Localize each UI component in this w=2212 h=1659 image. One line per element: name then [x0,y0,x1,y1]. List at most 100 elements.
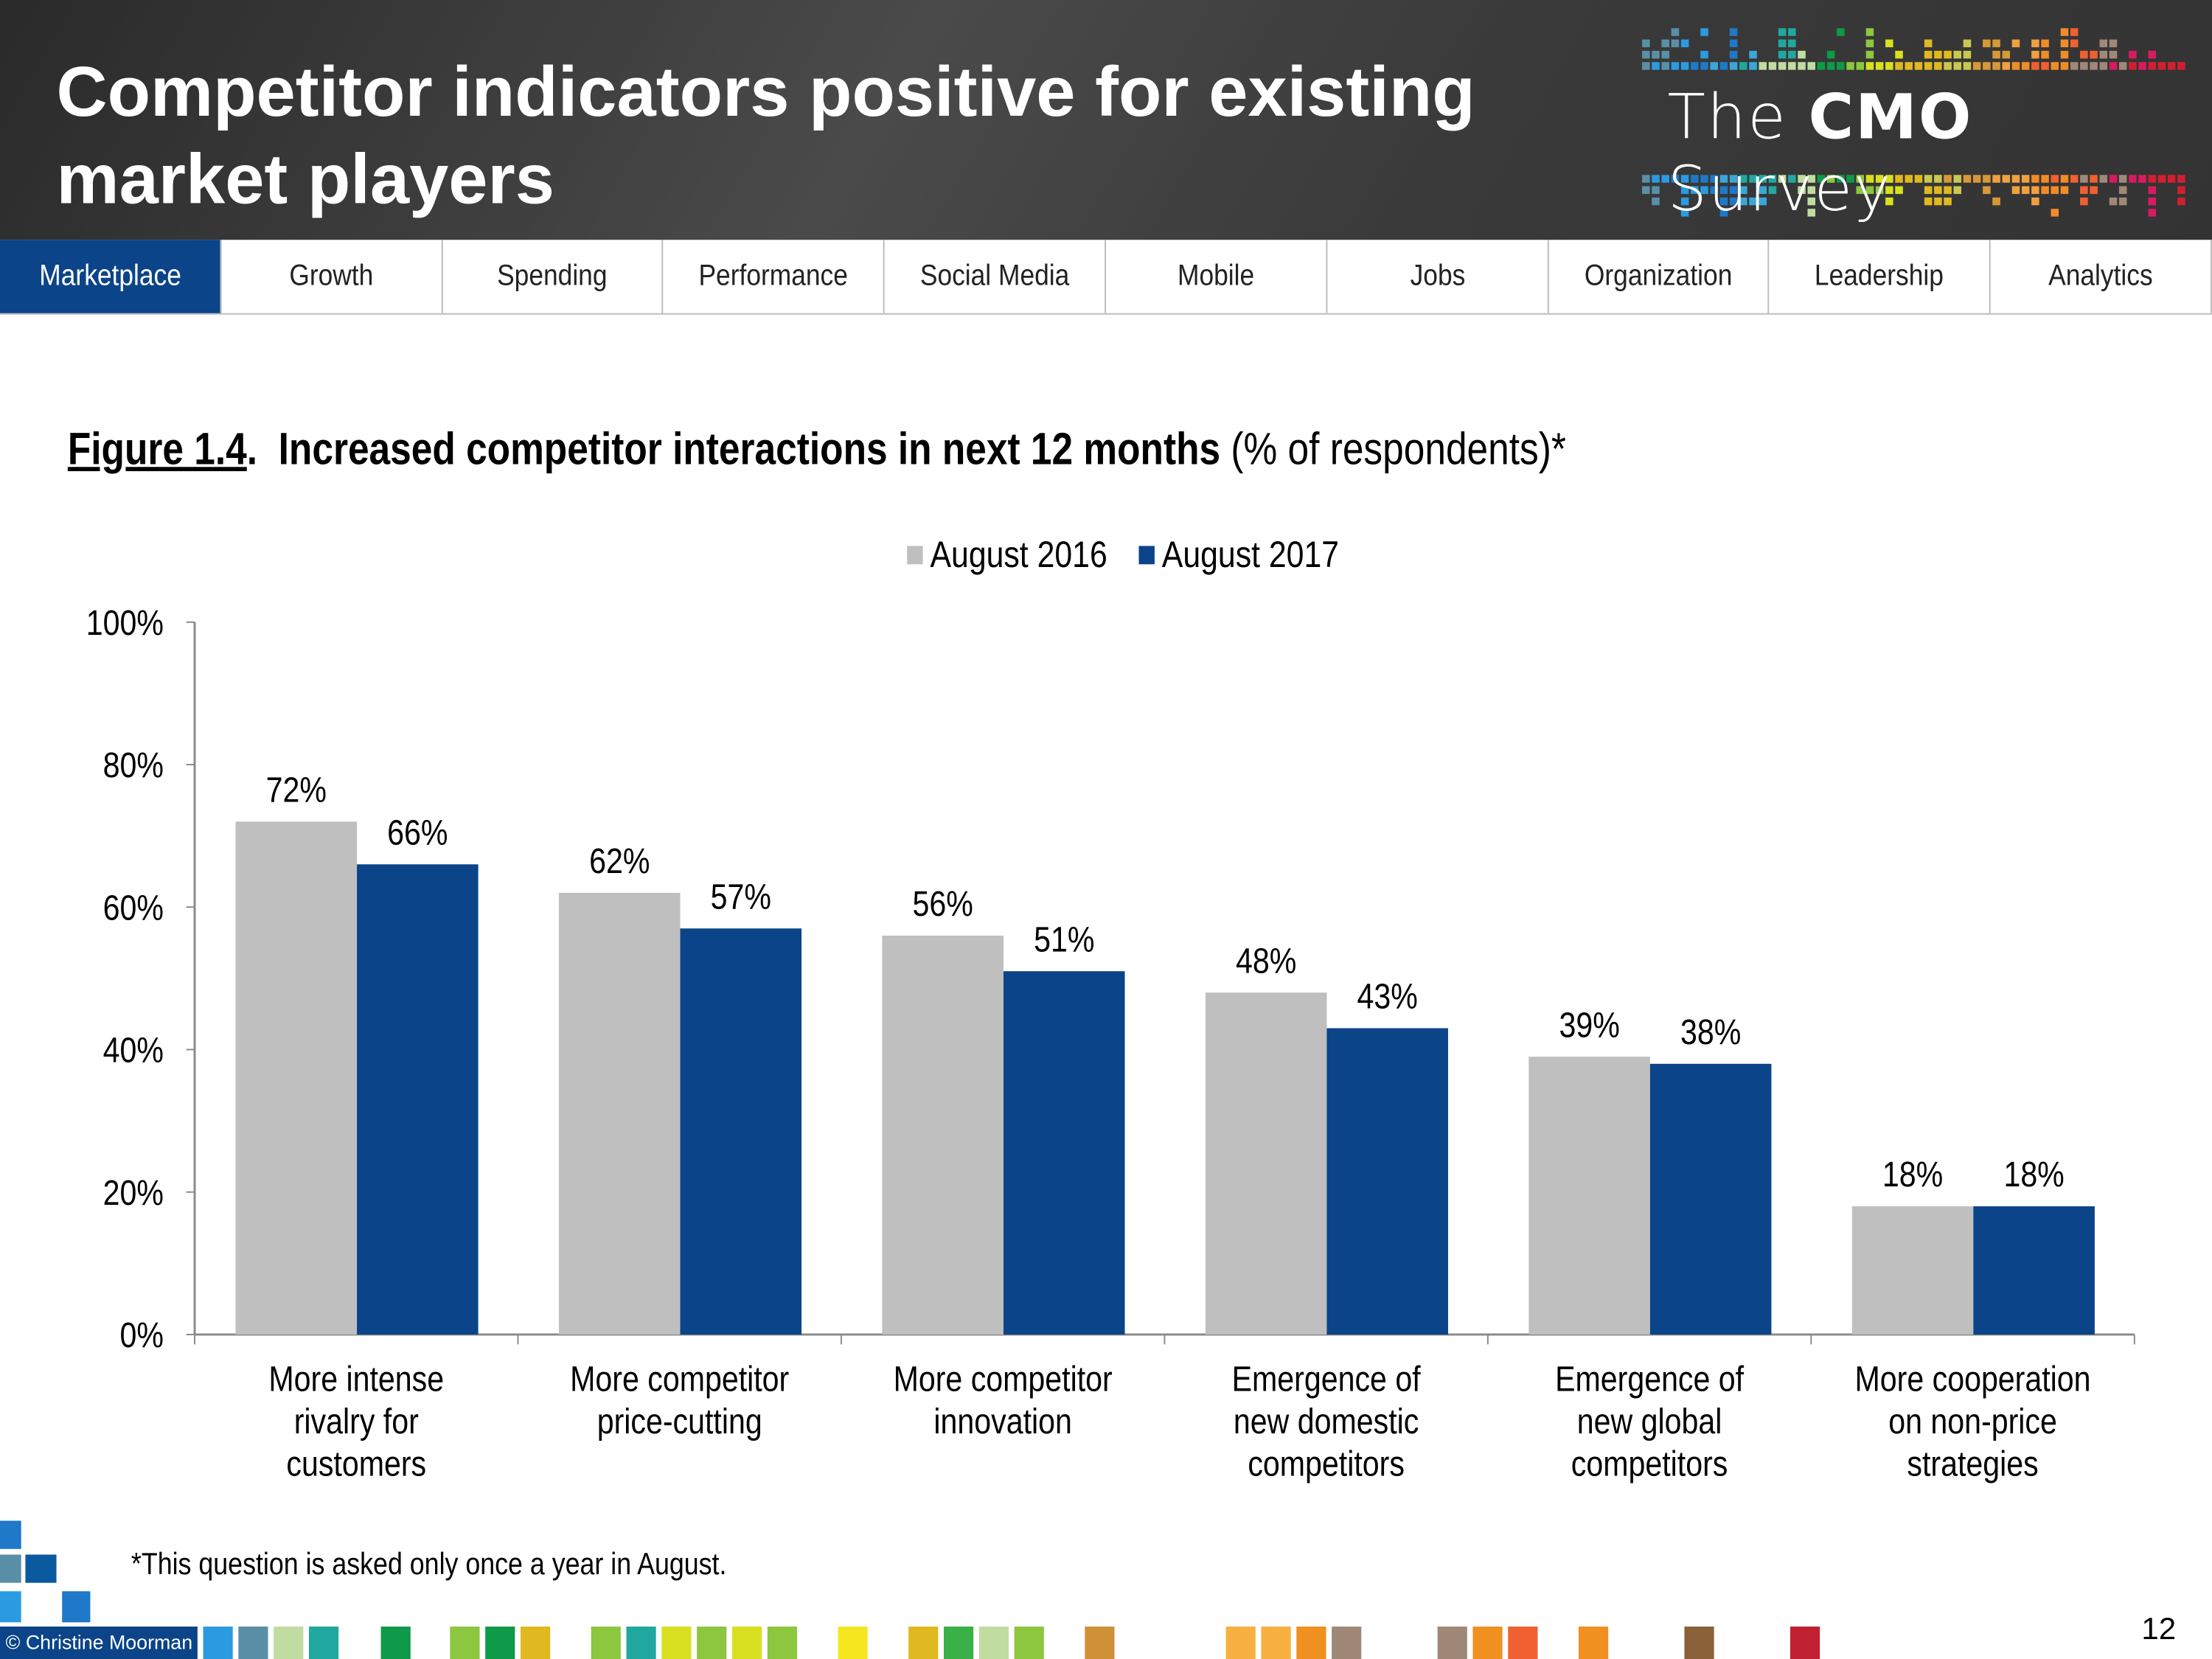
tab-organization[interactable]: Organization [1548,240,1770,313]
logo-pixel [1953,186,1962,195]
logo-pixel [1885,39,1893,48]
logo-pixel [1944,50,1952,59]
logo-pixel [1837,28,1845,36]
logo-pixel [2109,39,2118,48]
logo-pixel [1661,62,1669,70]
logo-pixel [2118,62,2127,70]
logo-pixel [1944,197,1952,206]
logo-pixel [2129,50,2137,59]
logo-pixel [1680,39,1689,48]
logo-pixel [1642,175,1650,183]
tab-growth[interactable]: Growth [221,240,442,313]
logo-pixel [1719,175,1728,183]
logo-pixel [1680,186,1689,195]
footer-color-bar [1508,1627,1538,1659]
logo-pixel [1691,175,1699,183]
x-category-label: More competitor [894,1360,1113,1399]
footer-color-bar [1437,1627,1467,1659]
logo-pixel [1953,62,1962,70]
data-label: 51% [1034,921,1094,960]
logo-pixel [1983,175,1991,183]
footer-color-bar [767,1627,797,1659]
logo-pixel [2080,175,2088,183]
tab-mobile[interactable]: Mobile [1106,240,1327,313]
corner-square [62,1591,91,1623]
logo-pixel [1885,186,1893,195]
logo-pixel [1846,175,1854,183]
logo-pixel [2031,39,2039,48]
data-label: 57% [711,878,771,917]
logo-pixel [1739,186,1747,195]
footer-color-bar [274,1627,304,1659]
logo-pixel [2080,197,2088,206]
logo-pixel [1642,50,1650,59]
tab-performance[interactable]: Performance [664,240,885,313]
logo-pixel [2051,175,2059,183]
logo-pixel [1865,28,1874,36]
logo-pixel [1739,62,1747,70]
logo-pixel [2138,62,2146,70]
logo-pixel [1934,50,1942,59]
logo-pixel [1749,175,1757,183]
footer-color-bar [1790,1627,1820,1659]
logo-pixel [2070,62,2079,70]
logo-pixel [2148,62,2157,70]
x-category-label: price-cutting [597,1402,762,1441]
data-label: 18% [1882,1155,1943,1194]
logo-pixel [2177,186,2185,195]
section-nav: Marketplace Growth Spending Performance … [0,240,2212,315]
x-category-label: More competitor [570,1360,789,1399]
tab-leadership[interactable]: Leadership [1770,240,1991,313]
logo-pixel [1944,62,1952,70]
x-category-label: rivalry for [294,1402,419,1441]
logo-pixel [1749,62,1757,70]
footer-color-bar [943,1627,974,1659]
logo-pixel [1759,186,1767,195]
logo-pixel [1788,39,1796,48]
legend-label: August 2017 [1161,533,1340,576]
logo-pixel [1652,62,1660,70]
tab-spending[interactable]: Spending [442,240,664,313]
logo-pixel [2011,186,2020,195]
logo-pixel [2041,175,2049,183]
bar-2017 [1003,971,1125,1335]
logo-pixel [2109,50,2118,59]
logo-pixel [1710,62,1718,70]
logo-pixel [1749,50,1757,59]
tab-social-media[interactable]: Social Media [885,240,1106,313]
logo-pixel [2060,39,2069,48]
logo-pixel [2138,175,2146,183]
data-label: 56% [913,885,973,924]
logo-pixel [2090,186,2098,195]
footer-color-bar [978,1627,1009,1659]
logo-pixel [1749,197,1757,206]
logo-pixel [1778,50,1787,59]
logo-pixel [1710,186,1718,195]
bar-2017 [1973,1206,2095,1335]
copyright: © Christine Moorman [0,1627,198,1659]
logo-pixel [1992,197,2000,206]
logo-pixel [1934,197,1942,206]
logo-pixel [2051,62,2059,70]
logo-pixel [1798,175,1806,183]
data-label: 38% [1680,1013,1741,1052]
y-tick-label: 100% [86,604,164,643]
logo-pixel [2157,175,2166,183]
logo-pixel-pattern [1642,28,2185,217]
logo-pixel [1934,175,1942,183]
footer-color-bar [626,1627,656,1659]
tab-marketplace[interactable]: Marketplace [0,240,221,313]
logo-pixel [2011,62,2020,70]
footnote: *This question is asked only once a year… [131,1545,727,1582]
logo-pixel [1680,209,1689,217]
logo-pixel [2167,175,2176,183]
tab-analytics[interactable]: Analytics [1991,240,2212,313]
tab-jobs[interactable]: Jobs [1327,240,1548,313]
logo-pixel [2002,62,2011,70]
logo-pixel [1788,175,1796,183]
footer-color-bar [1014,1627,1044,1659]
data-label: 62% [589,842,650,881]
legend-swatch [907,546,923,565]
logo-pixel [2099,50,2108,59]
logo-pixel [1700,50,1708,59]
